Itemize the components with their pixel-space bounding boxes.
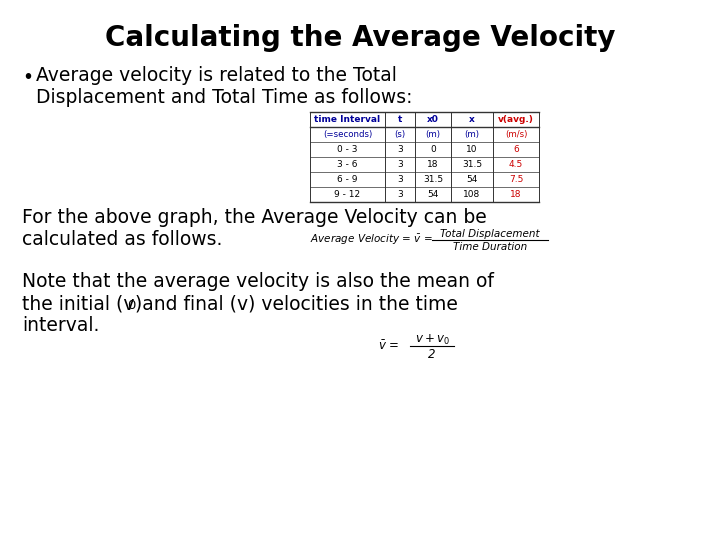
Text: Displacement and Total Time as follows:: Displacement and Total Time as follows: [36,88,413,107]
Text: 31.5: 31.5 [462,160,482,169]
Text: 3: 3 [397,175,403,184]
Text: (=seconds): (=seconds) [323,130,372,139]
Text: 6: 6 [513,145,519,154]
Text: 108: 108 [464,190,481,199]
Text: Time Duration: Time Duration [453,242,527,252]
Text: 9 - 12: 9 - 12 [334,190,361,199]
Text: 0: 0 [127,299,135,312]
Text: the initial (v: the initial (v [22,294,135,313]
Text: •: • [22,68,33,87]
Text: 4.5: 4.5 [509,160,523,169]
Text: Average Velocity = $\bar{v}$ =: Average Velocity = $\bar{v}$ = [310,233,434,247]
Text: For the above graph, the Average Velocity can be: For the above graph, the Average Velocit… [22,208,487,227]
Text: 18: 18 [427,160,438,169]
Text: x0: x0 [427,115,439,124]
Text: t: t [398,115,402,124]
Text: x: x [469,115,475,124]
Text: Total Displacement: Total Displacement [440,229,540,239]
Text: 3: 3 [397,160,403,169]
Text: )and final (v) velocities in the time: )and final (v) velocities in the time [135,294,458,313]
Text: (m/s): (m/s) [505,130,527,139]
Text: 7.5: 7.5 [509,175,523,184]
Text: 54: 54 [427,190,438,199]
Text: 10: 10 [467,145,478,154]
Text: $v + v_{0}$: $v + v_{0}$ [415,333,449,347]
Text: 18: 18 [510,190,522,199]
Text: 0: 0 [430,145,436,154]
Text: Note that the average velocity is also the mean of: Note that the average velocity is also t… [22,272,494,291]
Text: 3: 3 [397,190,403,199]
Text: 3 - 6: 3 - 6 [337,160,358,169]
Text: 0 - 3: 0 - 3 [337,145,358,154]
Text: 6 - 9: 6 - 9 [337,175,358,184]
Text: interval.: interval. [22,316,99,335]
Text: 31.5: 31.5 [423,175,443,184]
Text: calculated as follows.: calculated as follows. [22,230,222,249]
Text: time Interval: time Interval [315,115,381,124]
Text: v(avg.): v(avg.) [498,115,534,124]
Text: 3: 3 [397,145,403,154]
Text: Average velocity is related to the Total: Average velocity is related to the Total [36,66,397,85]
Text: (m): (m) [426,130,441,139]
Text: $\bar{v}$ =: $\bar{v}$ = [378,339,400,353]
Text: 2: 2 [428,348,436,361]
Text: (m): (m) [464,130,480,139]
Text: (s): (s) [395,130,405,139]
Text: 54: 54 [467,175,477,184]
Text: Calculating the Average Velocity: Calculating the Average Velocity [104,24,616,52]
